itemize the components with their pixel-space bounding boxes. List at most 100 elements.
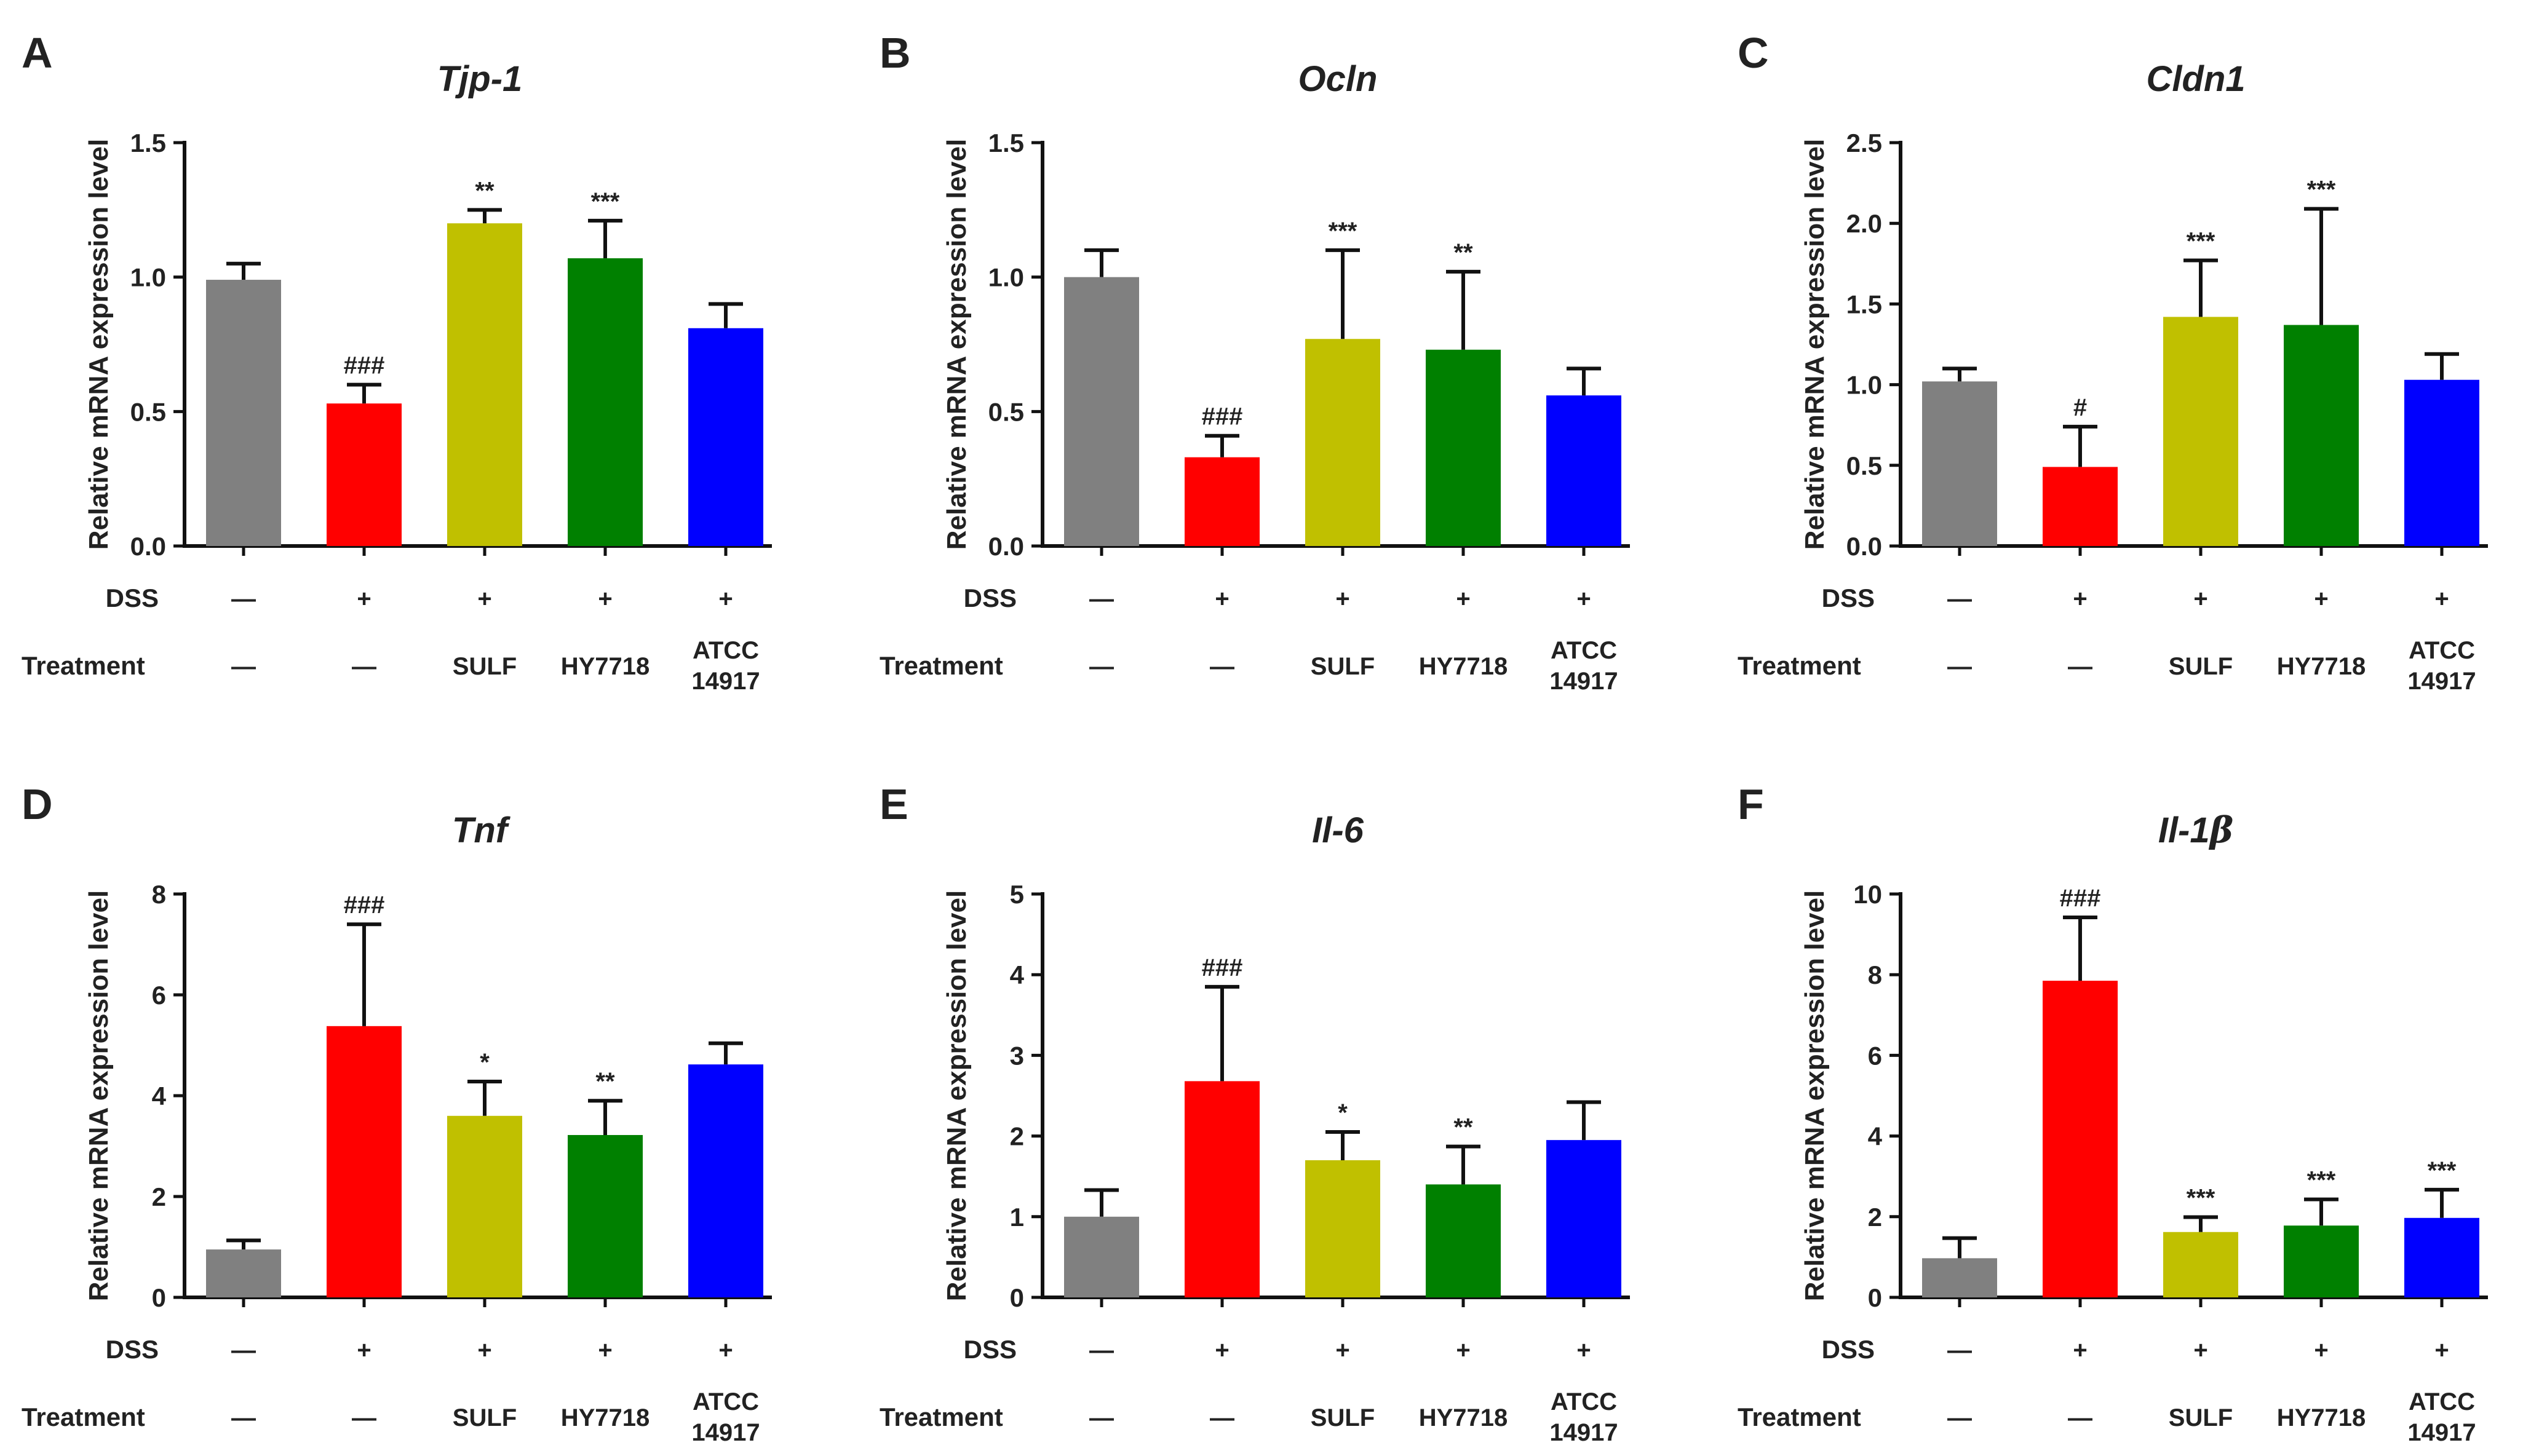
treatment-cell-line2: 14917	[2407, 1419, 2476, 1446]
chart-title-greek: β	[2209, 809, 2234, 851]
dss-cell: —	[1947, 1337, 1972, 1364]
significance-label: ***	[2187, 228, 2215, 255]
y-tick-label: 5	[1010, 880, 1024, 909]
chart-title-main: Il-1	[2158, 810, 2210, 850]
treatment-row-label: Treatment	[1738, 651, 1861, 680]
significance-label: ###	[344, 892, 385, 919]
dss-cell: +	[598, 585, 612, 612]
dss-cell: +	[718, 1337, 733, 1364]
dss-cell: +	[718, 585, 733, 612]
treatment-cell: HY7718	[1419, 653, 1508, 680]
treatment-cell: SULF	[453, 1404, 517, 1431]
chart-title: Il-1β	[2158, 809, 2233, 851]
treatment-cell-line1: ATCC	[2409, 637, 2475, 664]
panel-letter: F	[1738, 780, 1764, 828]
chart-title: Tnf	[452, 810, 511, 850]
significance-label: ***	[2307, 1167, 2336, 1194]
y-tick-label: 0.5	[130, 397, 166, 426]
y-tick-label: 6	[152, 981, 166, 1010]
y-tick-label: 0	[1868, 1283, 1882, 1312]
treatment-cell: HY7718	[561, 1404, 650, 1431]
treatment-cell: —	[352, 653, 376, 680]
bar	[1426, 1184, 1501, 1297]
chart-title: Il-6	[1312, 810, 1364, 850]
bar	[1305, 1160, 1380, 1297]
y-tick-label: 6	[1868, 1041, 1882, 1070]
y-tick-label: 3	[1010, 1041, 1024, 1070]
treatment-cell: HY7718	[561, 653, 650, 680]
dss-cell: —	[1089, 1337, 1114, 1364]
significance-label: *	[1338, 1099, 1348, 1126]
treatment-cell: —	[1089, 1404, 1114, 1431]
chart-panel-f: F Il-1β Relative mRNA expression level 0 2 4 6…	[1738, 780, 2488, 1446]
chart-panel-c: C Cldn1 Relative mRNA expression level 0.0 0…	[1738, 29, 2488, 695]
chart-panel-a: A Tjp-1 Relative mRNA expression level 0.0 0…	[22, 29, 772, 695]
treatment-cell: SULF	[453, 653, 517, 680]
significance-label: *	[480, 1049, 490, 1076]
y-tick-label: 1.0	[988, 263, 1024, 292]
y-tick-label: 1	[1010, 1203, 1024, 1232]
y-tick-label: 1.0	[1846, 371, 1882, 400]
y-tick-label: 8	[152, 880, 166, 909]
y-tick-label: 8	[1868, 960, 1882, 989]
bar	[447, 1115, 522, 1297]
y-axis-label: Relative mRNA expression level	[942, 890, 972, 1301]
significance-label: #	[2073, 394, 2087, 421]
panel-letter: B	[880, 29, 911, 77]
y-tick-label: 1.5	[988, 129, 1024, 157]
dss-cell: +	[1335, 585, 1349, 612]
significance-label: **	[1453, 1114, 1473, 1141]
treatment-cell: —	[1947, 653, 1972, 680]
treatment-cell: SULF	[1311, 653, 1375, 680]
chart-title: Ocln	[1298, 59, 1378, 99]
y-tick-label: 0.0	[1846, 532, 1882, 561]
significance-label: ***	[2187, 1184, 2215, 1211]
chart-title: Tjp-1	[437, 59, 523, 99]
y-axis-label: Relative mRNA expression level	[1800, 890, 1830, 1301]
panel-letter: A	[22, 29, 53, 77]
y-tick-label: 1.5	[1846, 290, 1882, 318]
y-tick-label: 4	[1868, 1122, 1883, 1151]
dss-cell: +	[2193, 1337, 2207, 1364]
chart-panel-d: D Tnf Relative mRNA expression level 0 2 4 6 8 —…	[22, 780, 772, 1446]
treatment-cell: —	[1210, 653, 1234, 680]
dss-cell: +	[2314, 585, 2328, 612]
treatment-cell: —	[352, 1404, 376, 1431]
treatment-cell-line1: ATCC	[1551, 637, 1617, 664]
treatment-cell: SULF	[1311, 1404, 1375, 1431]
y-tick-label: 0.5	[988, 397, 1024, 426]
bar	[1064, 277, 1139, 546]
treatment-cell-line1: ATCC	[2409, 1388, 2475, 1415]
treatment-cell-line2: 14917	[1549, 1419, 1618, 1446]
bar	[1305, 339, 1380, 546]
dss-row-label: DSS	[964, 584, 1017, 612]
dss-cell: +	[477, 585, 491, 612]
treatment-cell: —	[231, 1404, 256, 1431]
treatment-cell: SULF	[2169, 653, 2233, 680]
dss-cell: +	[2434, 1337, 2449, 1364]
y-tick-label: 0.0	[130, 532, 166, 561]
y-tick-label: 2	[152, 1182, 166, 1211]
significance-label: ###	[2060, 885, 2101, 912]
dss-cell: +	[2073, 1337, 2087, 1364]
dss-cell: +	[1456, 585, 1470, 612]
bar	[1922, 1258, 1997, 1297]
significance-label: ###	[344, 352, 385, 379]
bar	[2163, 1232, 2238, 1297]
bar	[206, 1249, 281, 1297]
bar	[1185, 457, 1260, 546]
chart-panel-b: B Ocln Relative mRNA expression level 0.0 0.…	[880, 29, 1630, 695]
y-tick-label: 4	[1010, 960, 1025, 989]
bar	[1546, 395, 1621, 546]
dss-cell: —	[1947, 585, 1972, 612]
bar	[688, 328, 763, 546]
significance-label: **	[475, 177, 495, 204]
dss-cell: +	[477, 1337, 491, 1364]
y-tick-label: 0.5	[1846, 451, 1882, 480]
dss-cell: —	[231, 1337, 256, 1364]
treatment-cell: —	[2068, 1404, 2092, 1431]
dss-cell: +	[1576, 585, 1591, 612]
significance-label: ###	[1202, 403, 1243, 430]
y-tick-label: 10	[1853, 880, 1882, 909]
